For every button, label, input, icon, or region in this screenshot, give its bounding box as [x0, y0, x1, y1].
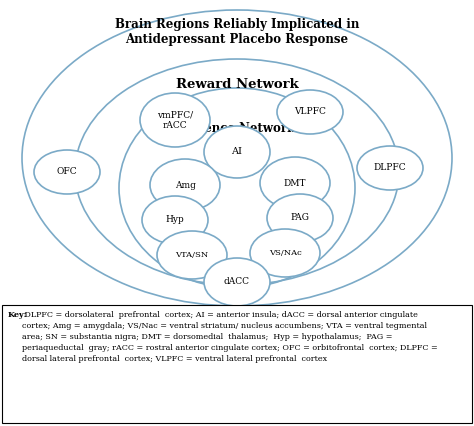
Text: VTA/SN: VTA/SN	[175, 251, 209, 259]
Ellipse shape	[157, 231, 227, 279]
Text: DLPFC = dorsolateral  prefrontal  cortex; AI = anterior insula; dACC = dorsal an: DLPFC = dorsolateral prefrontal cortex; …	[22, 311, 438, 363]
Text: Hyp: Hyp	[165, 216, 184, 225]
Text: vmPFC/
rACC: vmPFC/ rACC	[157, 110, 193, 130]
Ellipse shape	[204, 126, 270, 178]
Ellipse shape	[140, 93, 210, 147]
Text: DMT: DMT	[284, 178, 306, 187]
Text: Salience Network: Salience Network	[179, 121, 295, 135]
Text: dACC: dACC	[224, 277, 250, 287]
Ellipse shape	[204, 258, 270, 306]
Text: PAG: PAG	[291, 213, 310, 222]
Ellipse shape	[277, 90, 343, 134]
Ellipse shape	[357, 146, 423, 190]
Text: AI: AI	[231, 147, 243, 156]
Text: OFC: OFC	[57, 167, 77, 176]
Text: VS/NAc: VS/NAc	[269, 249, 301, 257]
Text: VLPFC: VLPFC	[294, 107, 326, 116]
Bar	[2, 305, 472, 423]
Text: Amg: Amg	[174, 181, 195, 190]
Ellipse shape	[150, 159, 220, 211]
Text: Brain Regions Reliably Implicated in
Antidepressant Placebo Response: Brain Regions Reliably Implicated in Ant…	[115, 18, 359, 46]
Ellipse shape	[34, 150, 100, 194]
Ellipse shape	[267, 194, 333, 242]
Text: Key:: Key:	[8, 311, 27, 319]
Ellipse shape	[250, 229, 320, 277]
Text: Reward Network: Reward Network	[176, 78, 298, 92]
Ellipse shape	[142, 196, 208, 244]
Ellipse shape	[260, 157, 330, 209]
Text: DLPFC: DLPFC	[374, 164, 406, 173]
